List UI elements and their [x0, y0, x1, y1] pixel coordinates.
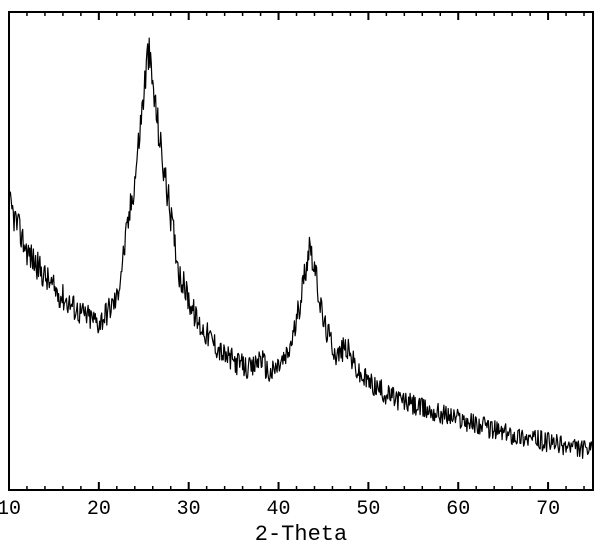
svg-text:10: 10 — [0, 498, 21, 521]
svg-text:60: 60 — [446, 498, 470, 521]
xrd-chart: 10 20 30 40 50 60 70 2-Theta — [0, 0, 601, 546]
svg-text:40: 40 — [267, 498, 291, 521]
svg-text:2-Theta: 2-Theta — [255, 522, 347, 546]
svg-text:50: 50 — [356, 498, 380, 521]
chart-svg: 10 20 30 40 50 60 70 2-Theta — [0, 0, 601, 546]
svg-text:70: 70 — [536, 498, 560, 521]
svg-text:20: 20 — [87, 498, 111, 521]
svg-text:30: 30 — [177, 498, 201, 521]
